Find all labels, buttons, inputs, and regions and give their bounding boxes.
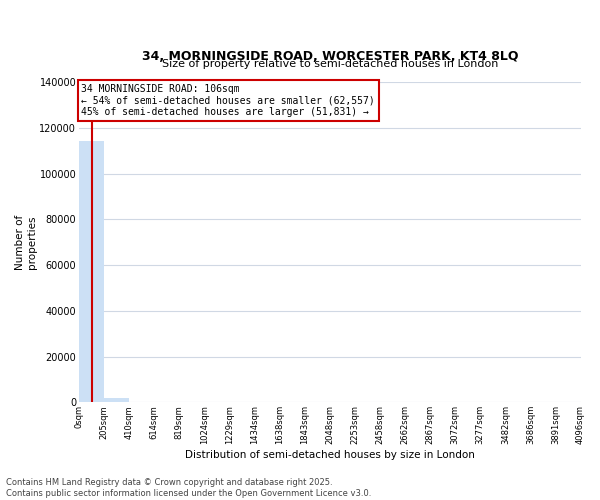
X-axis label: Distribution of semi-detached houses by size in London: Distribution of semi-detached houses by … <box>185 450 475 460</box>
Title: 34, MORNINGSIDE ROAD, WORCESTER PARK, KT4 8LQ: 34, MORNINGSIDE ROAD, WORCESTER PARK, KT… <box>142 50 518 63</box>
Bar <box>104 398 129 402</box>
Y-axis label: Number of
properties: Number of properties <box>15 214 37 270</box>
Text: 34 MORNINGSIDE ROAD: 106sqm
← 54% of semi-detached houses are smaller (62,557)
4: 34 MORNINGSIDE ROAD: 106sqm ← 54% of sem… <box>82 84 375 117</box>
Text: Contains HM Land Registry data © Crown copyright and database right 2025.
Contai: Contains HM Land Registry data © Crown c… <box>6 478 371 498</box>
Bar <box>79 141 104 403</box>
Text: Size of property relative to semi-detached houses in London: Size of property relative to semi-detach… <box>161 60 498 70</box>
